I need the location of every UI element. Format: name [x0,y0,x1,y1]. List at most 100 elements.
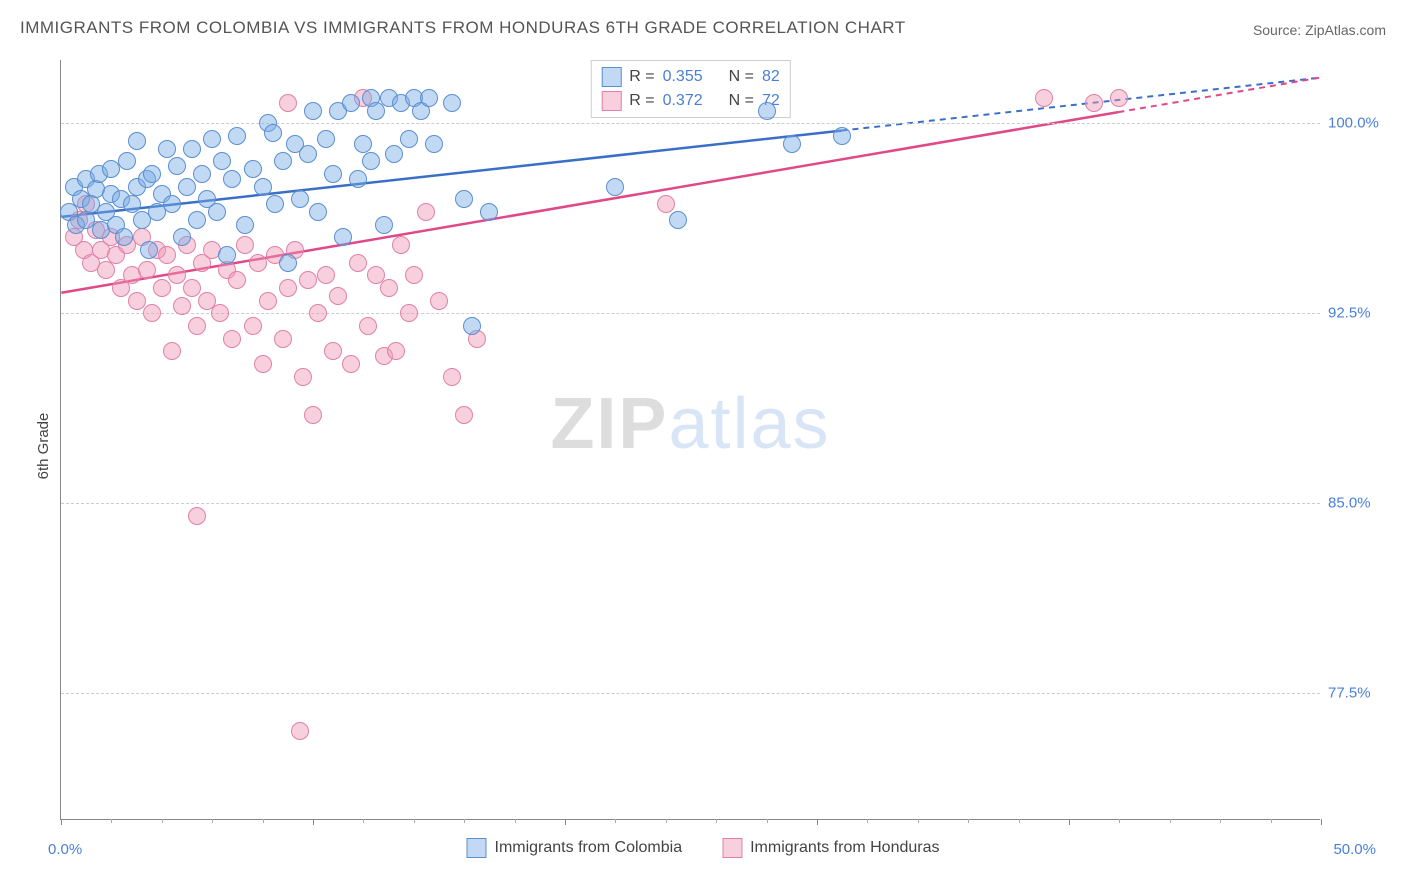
data-point [1035,89,1053,107]
x-tick-major [1321,819,1322,825]
data-point [334,228,352,246]
data-point [183,140,201,158]
data-point [1110,89,1128,107]
data-point [168,266,186,284]
data-point [188,317,206,335]
data-point [443,368,461,386]
data-point [304,406,322,424]
x-tick-major [817,819,818,825]
x-tick-major [565,819,566,825]
data-point [203,130,221,148]
x-tick-minor [212,819,213,823]
legend-r-label-1: R = [629,92,654,110]
data-point [405,266,423,284]
y-tick-label: 100.0% [1328,115,1398,132]
data-point [274,152,292,170]
y-tick-label: 92.5% [1328,305,1398,322]
data-point [387,342,405,360]
data-point [430,292,448,310]
data-point [244,317,262,335]
series-name-1: Immigrants from Honduras [750,839,939,857]
data-point [380,279,398,297]
watermark-zip: ZIP [550,384,668,464]
x-tick-major [61,819,62,825]
data-point [329,287,347,305]
data-point [324,165,342,183]
data-point [143,304,161,322]
data-point [299,271,317,289]
data-point [657,195,675,213]
data-point [158,140,176,158]
series-legend: Immigrants from Colombia Immigrants from… [467,838,940,858]
data-point [254,178,272,196]
data-point [783,135,801,153]
source-name: ZipAtlas.com [1305,22,1386,38]
data-point [188,211,206,229]
data-point [188,507,206,525]
data-point [463,317,481,335]
data-point [163,342,181,360]
gridline [61,313,1320,314]
trend-line-dashed [1118,78,1319,112]
chart-title: IMMIGRANTS FROM COLOMBIA VS IMMIGRANTS F… [20,18,906,38]
data-point [758,102,776,120]
data-point [183,279,201,297]
data-point [264,124,282,142]
x-tick-minor [767,819,768,823]
data-point [279,254,297,272]
data-point [309,304,327,322]
data-point [236,216,254,234]
data-point [317,266,335,284]
x-tick-minor [918,819,919,823]
legend-swatch-1 [601,91,621,111]
data-point [118,152,136,170]
data-point [153,279,171,297]
data-point [606,178,624,196]
data-point [359,317,377,335]
data-point [168,157,186,175]
data-point [342,94,360,112]
x-tick-minor [363,819,364,823]
data-point [228,271,246,289]
data-point [249,254,267,272]
x-tick-minor [162,819,163,823]
data-point [244,160,262,178]
data-point [266,195,284,213]
legend-row-series-0: R = 0.355 N = 82 [601,65,780,89]
data-point [236,236,254,254]
x-tick-minor [1019,819,1020,823]
data-point [178,178,196,196]
x-tick-minor [968,819,969,823]
data-point [375,216,393,234]
data-point [342,355,360,373]
x-tick-minor [867,819,868,823]
series-legend-item-1: Immigrants from Honduras [722,838,939,858]
data-point [400,304,418,322]
source-prefix: Source: [1253,22,1305,38]
data-point [400,130,418,148]
data-point [143,165,161,183]
x-axis-start-label: 0.0% [48,841,82,858]
data-point [385,145,403,163]
watermark: ZIPatlas [550,383,830,465]
gridline [61,123,1320,124]
x-tick-minor [716,819,717,823]
series-swatch-0 [467,838,487,858]
series-legend-item-0: Immigrants from Colombia [467,838,683,858]
x-tick-minor [1271,819,1272,823]
x-tick-minor [414,819,415,823]
x-tick-minor [1220,819,1221,823]
y-tick-label: 85.0% [1328,495,1398,512]
source-attribution: Source: ZipAtlas.com [1253,22,1386,38]
data-point [443,94,461,112]
data-point [425,135,443,153]
legend-r-value-0: 0.355 [663,68,703,86]
data-point [223,330,241,348]
data-point [128,292,146,310]
scatter-plot-area: ZIPatlas R = 0.355 N = 82 R = 0.372 N = … [60,60,1320,820]
data-point [173,297,191,315]
data-point [833,127,851,145]
data-point [304,102,322,120]
x-tick-minor [111,819,112,823]
data-point [362,152,380,170]
